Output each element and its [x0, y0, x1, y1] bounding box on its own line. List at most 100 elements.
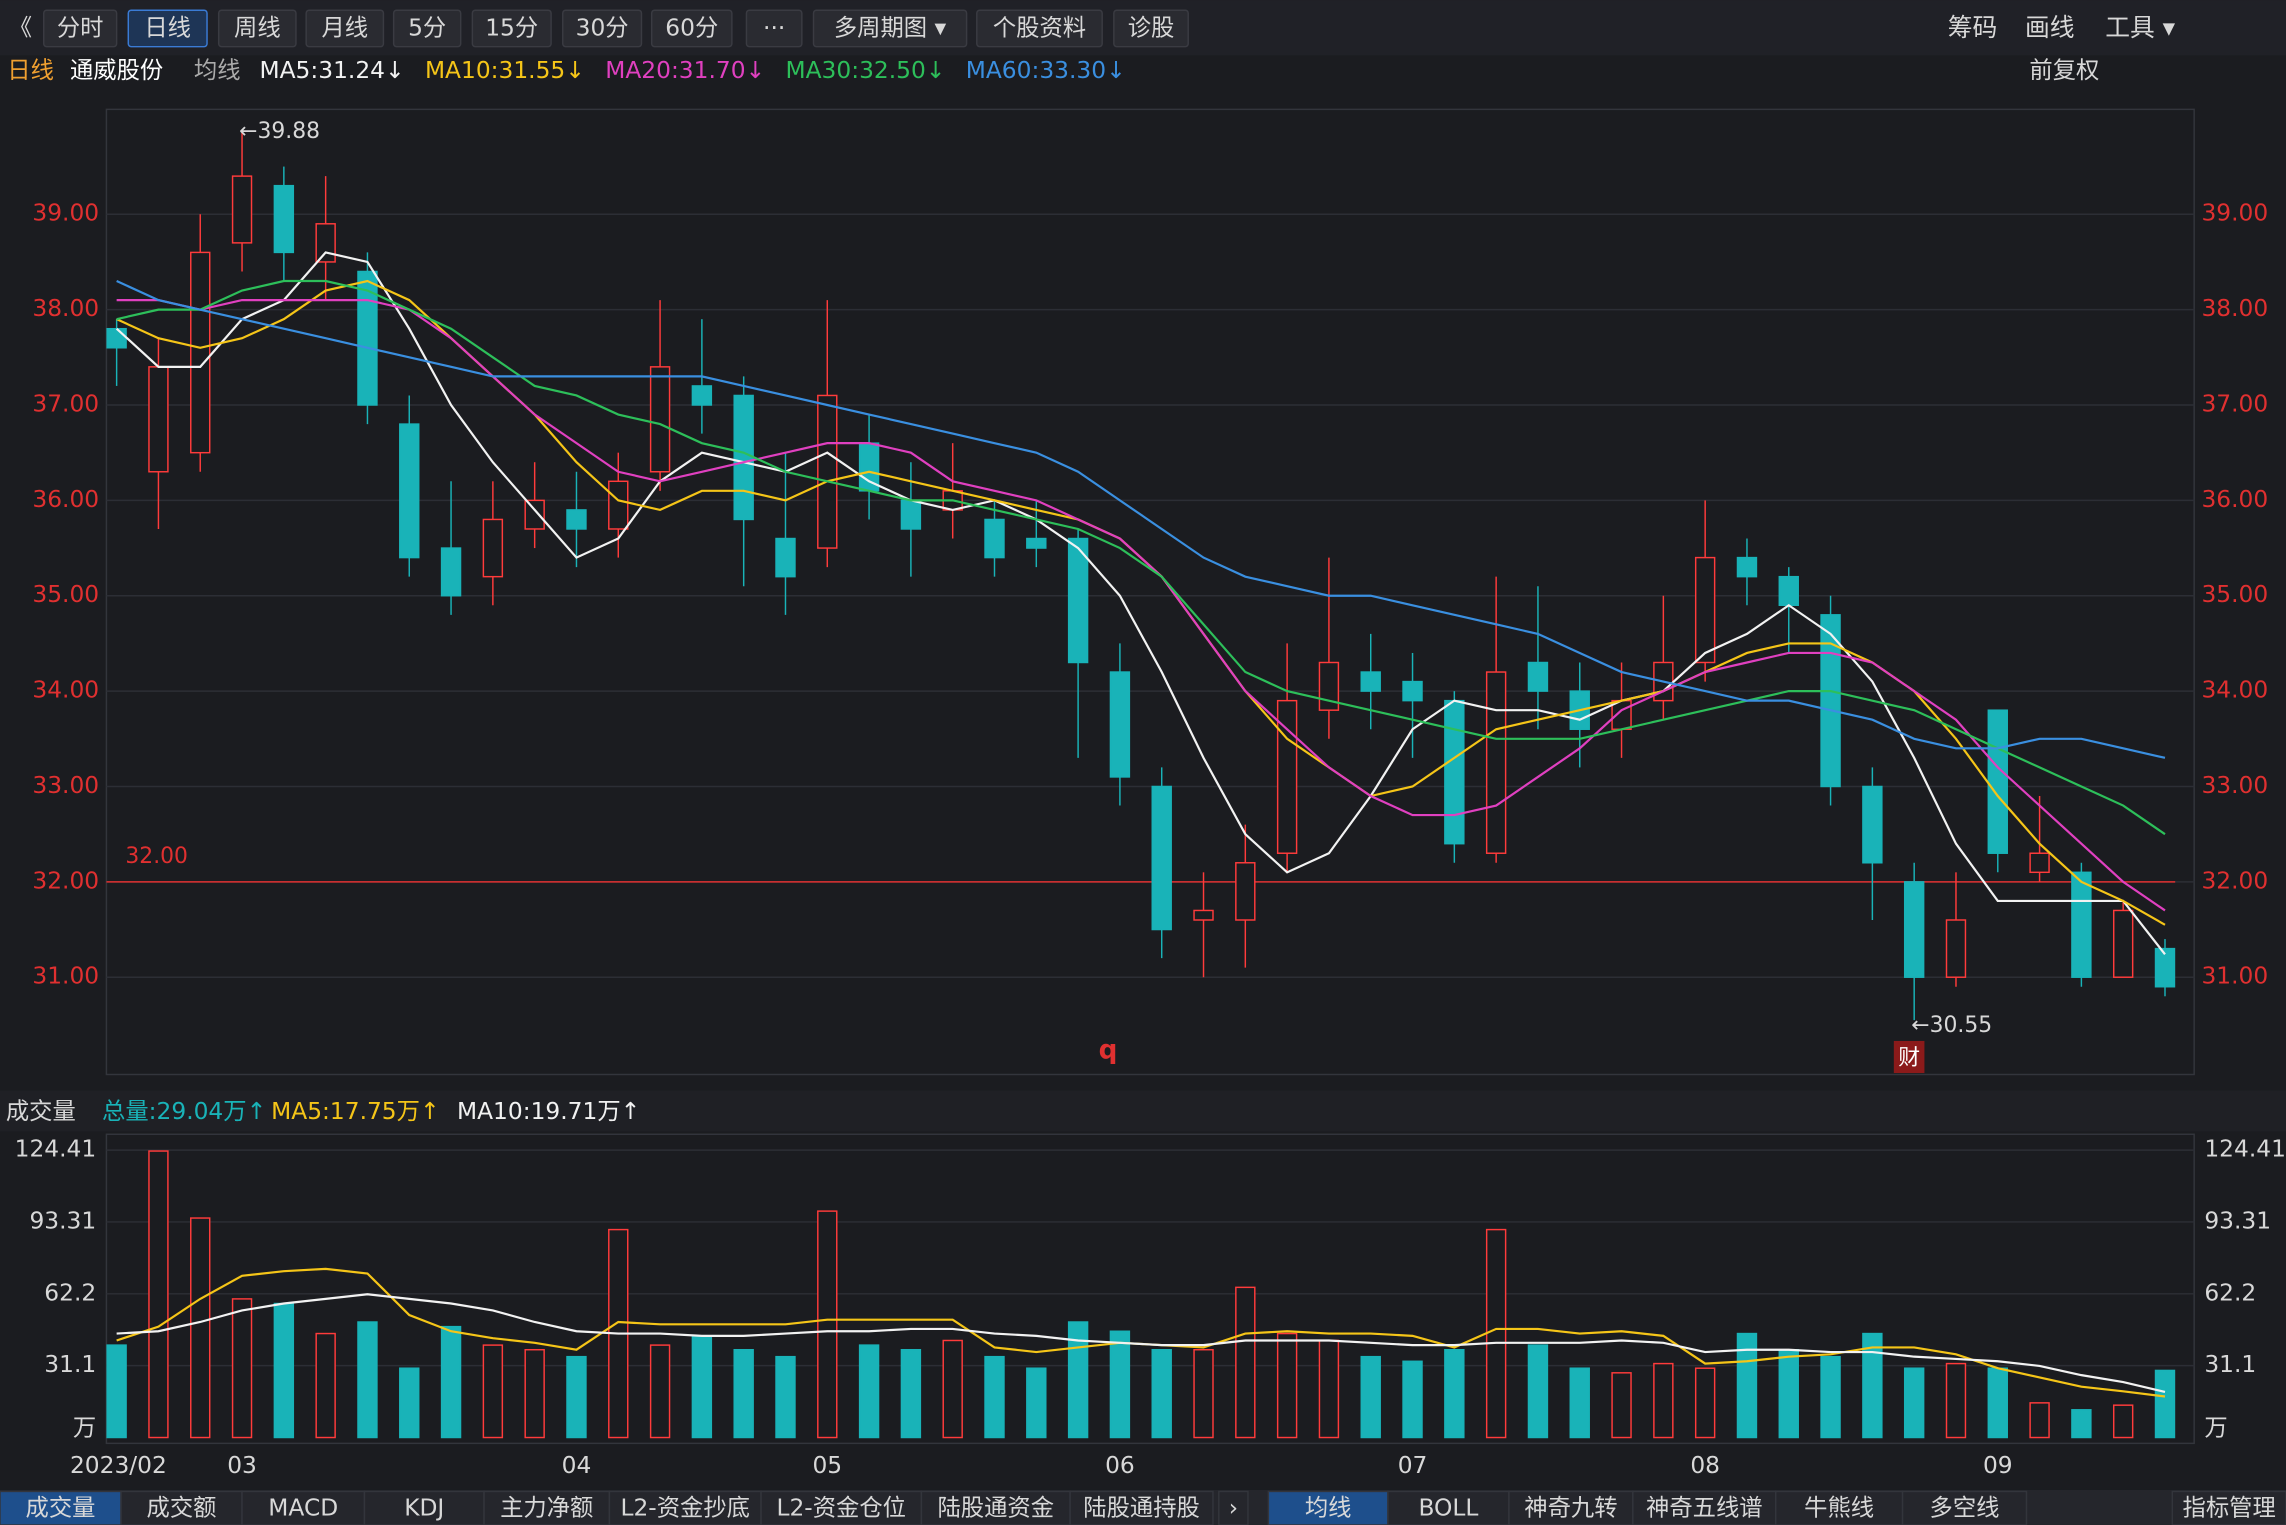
- tab[interactable]: [1632, 1490, 1777, 1525]
- y-tick-label: 31.1: [44, 1351, 96, 1378]
- toolbar-label[interactable]: 多周期图 ▾: [834, 15, 947, 42]
- toolbar-label[interactable]: 5分: [408, 15, 446, 42]
- volume-unit-right: 万: [2204, 1414, 2227, 1441]
- y-tick-label: 37.00: [32, 391, 99, 418]
- toolbar-label[interactable]: 月线: [321, 15, 368, 42]
- candle-body: [691, 385, 713, 406]
- volume-bar: [190, 1217, 211, 1439]
- tab[interactable]: [1901, 1490, 2028, 1525]
- volume-bar: [1694, 1367, 1716, 1439]
- volume-title: 成交量: [6, 1098, 76, 1125]
- toolbar-label[interactable]: 个股资料: [993, 15, 1086, 42]
- x-tick-label: 08: [1690, 1452, 1720, 1479]
- y-tick-label: 35.00: [32, 581, 99, 608]
- volume-bar: [649, 1344, 671, 1439]
- ma-label: 均线: [194, 57, 241, 84]
- tab-label[interactable]: L2-资金仓位: [776, 1494, 905, 1521]
- tab-label[interactable]: 陆股通资金: [937, 1494, 1054, 1521]
- y-tick-label: 31.00: [32, 963, 99, 990]
- toolbar-button[interactable]: [217, 9, 297, 48]
- period: 日线: [7, 57, 54, 84]
- y-tick-label: 93.31: [29, 1207, 96, 1234]
- candle-body: [1067, 537, 1089, 664]
- adjust[interactable]: 前复权: [2029, 57, 2099, 84]
- tab[interactable]: [1069, 1490, 1214, 1525]
- tab-label[interactable]: 成交量: [26, 1494, 96, 1521]
- tab-label[interactable]: 均线: [1305, 1494, 1352, 1521]
- candle-body: [231, 175, 253, 244]
- volume-header-bg: [0, 1090, 2286, 1132]
- tab-label[interactable]: 神奇五线谱: [1646, 1494, 1763, 1521]
- toolbar-button[interactable]: [650, 9, 733, 48]
- toolbar-button[interactable]: [812, 9, 968, 48]
- volume-bar: [1402, 1360, 1423, 1439]
- candle-body: [900, 499, 922, 530]
- tab-label[interactable]: ›: [1229, 1494, 1238, 1521]
- toolbar-button[interactable]: [392, 9, 462, 48]
- tab[interactable]: [1218, 1490, 1249, 1525]
- tab-label[interactable]: L2-资金抄底: [620, 1494, 749, 1521]
- toolbar-button[interactable]: [562, 9, 643, 48]
- toolbar-button[interactable]: [1113, 9, 1189, 48]
- toolbar-label[interactable]: 60分: [665, 15, 718, 42]
- toolbar-right[interactable]: 工具 ▾: [2105, 13, 2175, 42]
- toolbar-label[interactable]: 15分: [485, 15, 538, 42]
- tab-label[interactable]: BOLL: [1418, 1494, 1478, 1521]
- candle-body: [1527, 661, 1549, 692]
- candle-body: [1360, 671, 1381, 692]
- tab-label[interactable]: 成交额: [147, 1494, 217, 1521]
- toolbar-label[interactable]: 诊股: [1128, 15, 1175, 42]
- candle-body: [190, 251, 211, 454]
- candle-body: [1109, 671, 1131, 778]
- y-tick-label: 32.00: [32, 867, 99, 894]
- tab[interactable]: [920, 1490, 1071, 1525]
- toolbar-button[interactable]: [471, 9, 552, 48]
- tab[interactable]: [1508, 1490, 1634, 1525]
- toolbar-label[interactable]: 30分: [576, 15, 629, 42]
- tab[interactable]: [2171, 1490, 2286, 1525]
- toolbar-label[interactable]: ···: [763, 15, 785, 42]
- volume-bar: [1736, 1332, 1758, 1439]
- candle-body: [357, 270, 378, 406]
- candle-body: [1444, 699, 1465, 845]
- tab-label[interactable]: 指标管理: [2183, 1494, 2276, 1521]
- candle-body: [817, 394, 838, 549]
- toolbar-button[interactable]: [745, 9, 803, 48]
- toolbar-button[interactable]: [305, 9, 385, 48]
- candle-body: [608, 480, 629, 530]
- volume-bar: [2071, 1409, 2092, 1439]
- toolbar-label[interactable]: 周线: [234, 15, 281, 42]
- tab-label[interactable]: MACD: [268, 1494, 338, 1521]
- tab-label[interactable]: 主力净额: [500, 1494, 593, 1521]
- volume-bar: [1653, 1362, 1674, 1439]
- toolbar-label[interactable]: 日线: [144, 15, 191, 42]
- toolbar-right[interactable]: 筹码: [1948, 13, 1998, 42]
- y-tick-label-right: 35.00: [2201, 581, 2268, 608]
- y-tick-label-right: 37.00: [2201, 391, 2268, 418]
- volume-bar: [399, 1367, 420, 1439]
- tab-label[interactable]: 牛熊线: [1804, 1494, 1874, 1521]
- candle-body: [2029, 852, 2050, 874]
- volume-bar: [106, 1344, 127, 1439]
- volume-bar: [1820, 1355, 1841, 1439]
- toolbar-button[interactable]: [43, 9, 118, 48]
- tab-label[interactable]: 神奇九转: [1524, 1494, 1617, 1521]
- annotation: ←30.55: [1911, 1013, 1992, 1038]
- tab-label[interactable]: 陆股通持股: [1083, 1494, 1200, 1521]
- toolbar-button[interactable]: [976, 9, 1103, 48]
- volume-bar: [2154, 1369, 2176, 1439]
- legend-entry: MA5:17.75万↑: [271, 1098, 439, 1125]
- tab-label[interactable]: KDJ: [404, 1494, 444, 1521]
- toolbar-label[interactable]: 《: [9, 15, 32, 42]
- toolbar-button[interactable]: [127, 9, 208, 48]
- tab-label[interactable]: 多空线: [1930, 1494, 2000, 1521]
- candle-body: [2154, 947, 2176, 988]
- x-tick-label: 04: [562, 1452, 592, 1479]
- toolbar-right[interactable]: 画线: [2025, 13, 2075, 42]
- candle-body: [1987, 709, 2008, 854]
- candle-body: [1485, 671, 1507, 854]
- toolbar-label[interactable]: 分时: [57, 15, 104, 42]
- candle-body: [1026, 537, 1047, 549]
